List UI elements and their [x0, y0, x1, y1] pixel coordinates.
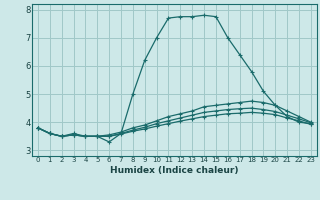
X-axis label: Humidex (Indice chaleur): Humidex (Indice chaleur): [110, 166, 239, 175]
